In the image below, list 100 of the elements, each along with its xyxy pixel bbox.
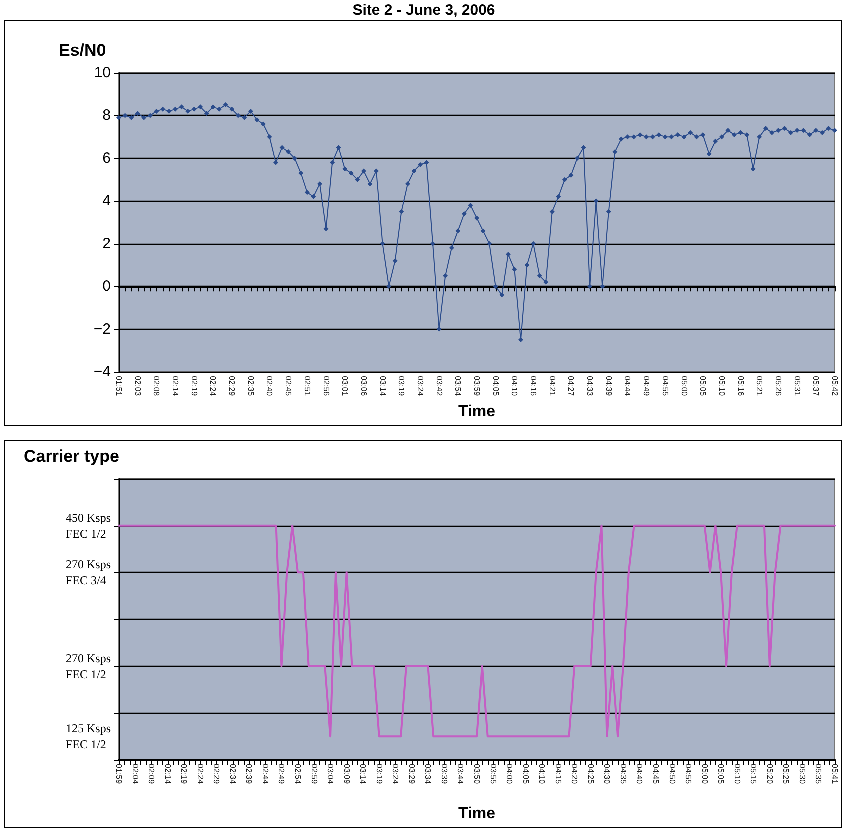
- x-tick-label: 05:37: [812, 376, 821, 397]
- y-tick-label: 10: [94, 64, 111, 82]
- x-tick-label: 04:10: [538, 764, 547, 785]
- x-tick-label: 05:05: [698, 376, 708, 397]
- x-tick-label: 04:45: [652, 764, 660, 785]
- x-tick-label: 03:59: [472, 376, 482, 397]
- x-tick-label: 02:59: [310, 764, 319, 785]
- x-tick-label: 04:40: [635, 764, 644, 785]
- x-tick-label: 01:51: [114, 376, 124, 397]
- x-tick-label: 02:49: [277, 764, 286, 785]
- x-tick-label: 02:56: [322, 376, 331, 397]
- x-tick-label: 03:44: [456, 764, 466, 785]
- x-tick-label: 01:59: [114, 764, 124, 785]
- x-tick-label: 04:16: [529, 376, 538, 397]
- x-tick-label: 04:44: [623, 376, 632, 397]
- x-tick-label: 05:42: [830, 376, 840, 397]
- x-tick-label: 04:35: [618, 764, 628, 785]
- text: 450 Ksps FEC 1/2: [66, 510, 112, 541]
- x-tick-label: 02:14: [163, 764, 172, 785]
- x-tick-label: 03:19: [374, 764, 384, 785]
- x-tick-label: 05:20: [765, 764, 774, 785]
- x-tick-label: 04:10: [510, 376, 520, 397]
- x-tick-label: 05:00: [700, 764, 710, 785]
- x-tick-label: 04:05: [521, 764, 530, 785]
- y-tick-label: −2: [94, 320, 111, 338]
- x-tick-label: 04:20: [570, 764, 580, 785]
- x-tick-label: 02:14: [171, 376, 180, 397]
- x-axis-title: Time: [458, 404, 496, 420]
- text: 270 Ksps FEC 1/2: [66, 651, 112, 682]
- x-tick-label: 05:35: [814, 764, 824, 785]
- x-tick-label: 02:45: [284, 376, 294, 397]
- x-tick-label: 03:14: [378, 376, 388, 397]
- x-tick-label: 04:49: [642, 376, 652, 397]
- x-tick-label: 02:51: [302, 376, 312, 397]
- x-tick-label: 02:08: [152, 376, 162, 397]
- x-tick-label: 03:09: [342, 764, 352, 785]
- x-tick-label: 03:24: [391, 764, 400, 785]
- x-tick-label: 05:10: [732, 764, 742, 785]
- x-tick-label: 02:24: [196, 764, 205, 785]
- x-tick-label: 04:39: [604, 376, 614, 397]
- x-tick-label: 02:54: [294, 764, 302, 785]
- x-tick-label: 05:00: [680, 376, 689, 397]
- x-tick-label: 05:31: [792, 376, 802, 397]
- x-tick-label: 03:04: [326, 764, 336, 785]
- x-tick-label: 04:21: [548, 376, 557, 397]
- x-tick-label: 05:21: [755, 376, 764, 397]
- text: 270 Ksps FEC 3/4: [66, 558, 112, 588]
- x-tick-label: 03:54: [454, 376, 463, 397]
- x-tick-label: 05:16: [736, 376, 746, 397]
- x-tick-label: 03:42: [434, 376, 444, 397]
- x-tick-label: 05:15: [749, 764, 758, 785]
- y-tick-label: 0: [102, 278, 111, 296]
- x-tick-label: 03:39: [440, 764, 449, 785]
- x-tick-label: 04:30: [602, 764, 612, 785]
- x-tick-label: 02:39: [244, 764, 254, 785]
- y-tick-label: 2: [102, 235, 111, 252]
- x-tick-label: 03:55: [488, 764, 498, 785]
- y-tick-label: 4: [102, 192, 111, 210]
- x-tick-label: 05:25: [782, 764, 791, 785]
- x-tick-label: 04:15: [554, 764, 563, 785]
- y-tick-label: 8: [102, 107, 111, 124]
- x-tick-label: 02:03: [133, 376, 142, 397]
- x-tick-label: 04:55: [684, 764, 694, 785]
- x-axis-title: Time: [458, 806, 496, 822]
- y-axis-title: Es/N0: [59, 41, 106, 60]
- x-tick-label: 04:00: [505, 764, 514, 785]
- x-tick-label: 03:34: [424, 764, 433, 785]
- x-tick-label: 05:26: [774, 376, 783, 397]
- x-tick-label: 05:05: [716, 764, 726, 785]
- x-tick-label: 02:19: [180, 764, 189, 785]
- x-tick-label: 03:29: [407, 764, 416, 785]
- x-tick-label: 04:25: [586, 764, 596, 785]
- x-tick-label: 04:05: [491, 376, 500, 397]
- x-tick-label: 05:30: [798, 764, 807, 785]
- x-tick-label: 02:04: [130, 764, 140, 785]
- x-tick-label: 02:44: [260, 764, 270, 785]
- x-tick-label: 02:09: [147, 764, 156, 785]
- x-tick-label: 02:29: [228, 376, 237, 397]
- x-tick-label: 04:50: [668, 764, 677, 785]
- x-tick-label: 02:40: [265, 376, 274, 397]
- x-tick-label: 04:27: [566, 376, 576, 397]
- x-tick-label: 02:34: [228, 764, 238, 785]
- y-axis-title: Carrier type: [24, 447, 120, 466]
- x-tick-label: 04:55: [660, 376, 670, 397]
- chart-title: Site 2 - June 3, 2006: [352, 2, 496, 19]
- x-tick-label: 03:06: [359, 376, 368, 397]
- y-tick-label: 6: [102, 150, 111, 167]
- x-tick-label: 04:33: [586, 376, 595, 397]
- x-tick-label: 03:19: [397, 376, 406, 397]
- text: 125 Ksps FEC 1/2: [66, 722, 112, 752]
- x-tick-label: 02:35: [246, 376, 256, 397]
- y-tick-label: −4: [94, 364, 111, 381]
- x-tick-label: 03:14: [358, 764, 368, 785]
- x-tick-label: 02:24: [208, 376, 218, 397]
- x-tick-label: 03:50: [472, 764, 482, 785]
- x-tick-label: 03:01: [340, 376, 350, 397]
- x-tick-label: 02:29: [212, 764, 222, 785]
- x-tick-label: 05:41: [830, 764, 840, 785]
- x-tick-label: 02:19: [190, 376, 199, 397]
- x-tick-label: 03:24: [416, 376, 425, 397]
